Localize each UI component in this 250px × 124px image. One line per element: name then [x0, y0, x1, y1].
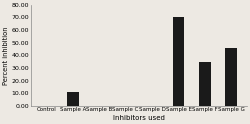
Bar [226, 48, 237, 106]
X-axis label: Inhibitors used: Inhibitors used [113, 115, 165, 121]
Bar [199, 62, 211, 106]
Bar [67, 92, 79, 106]
Y-axis label: Percent inhibition: Percent inhibition [3, 26, 9, 85]
Bar [172, 17, 184, 106]
